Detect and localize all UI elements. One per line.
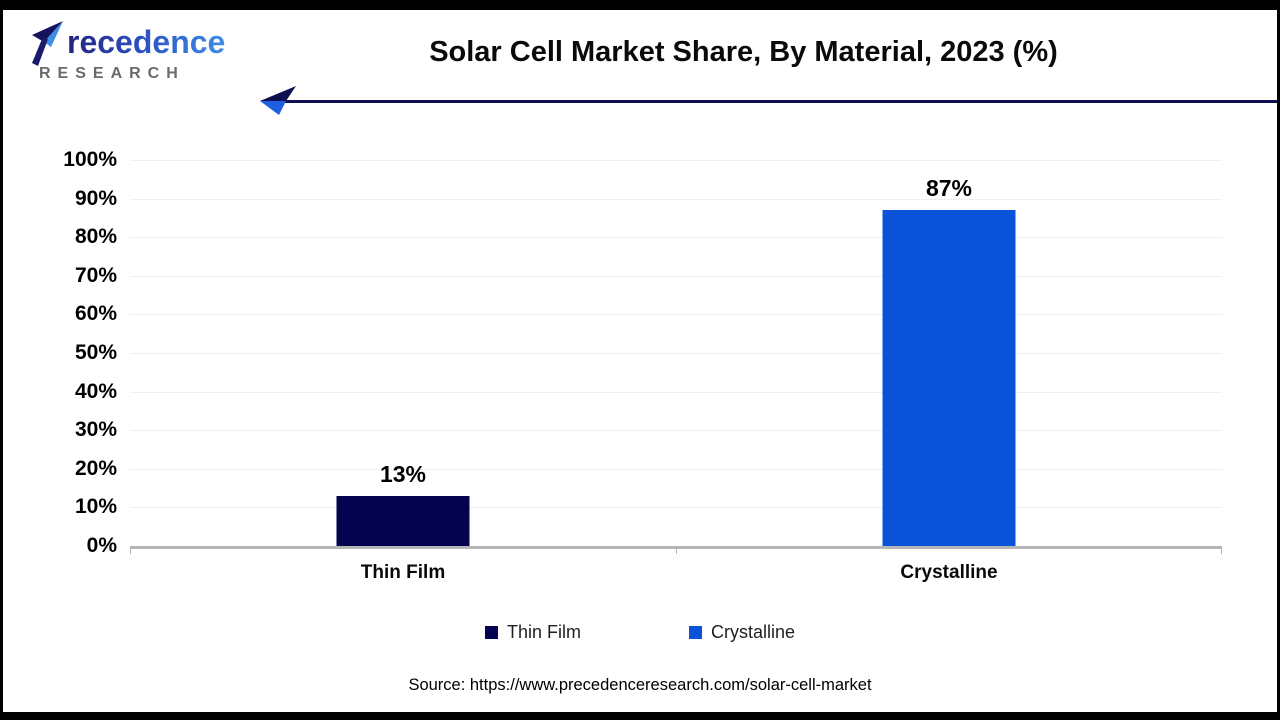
logo: recedence RESEARCH: [30, 20, 225, 83]
bars-row: 13% 87%: [130, 160, 1222, 546]
gridline: [130, 430, 1222, 432]
gridline: [130, 237, 1222, 239]
y-tick-label: 50%: [74, 341, 117, 364]
axis-tick: [676, 549, 677, 554]
plot-area: 13% 87%: [130, 160, 1222, 554]
gridline: [130, 275, 1222, 277]
bar-value-label: 13%: [379, 461, 427, 487]
gridline: [130, 198, 1222, 200]
axis-tick: [130, 549, 131, 554]
legend-label: Thin Film: [506, 622, 581, 642]
chart-canvas: recedence RESEARCH Solar Cell Market Sha…: [3, 10, 1277, 712]
y-tick-label: 30%: [74, 418, 117, 442]
y-axis-labels: 100% 90% 80% 70% 60% 50% 40% 30% 20% 10% 0%: [31, 148, 117, 557]
legend-label: Crystalline: [710, 622, 796, 642]
logo-subtitle-text: RESEARCH: [39, 65, 185, 82]
chart-title: Solar Cell Market Share, By Material, 20…: [429, 36, 1058, 68]
gridline: [130, 507, 1222, 509]
legend-swatch-icon: [484, 626, 498, 639]
gridline: [130, 314, 1222, 316]
bar-cell: 87%: [676, 160, 1222, 546]
legend-item: Thin Film: [484, 622, 581, 643]
y-tick-label: 0%: [86, 534, 117, 557]
y-tick-label: 70%: [74, 263, 117, 287]
y-tick-label: 90%: [74, 186, 117, 210]
legend: Thin Film Crystalline: [3, 622, 1277, 643]
y-tick-label: 20%: [74, 456, 117, 480]
bar-cell: 13%: [130, 160, 676, 546]
y-tick-label: 100%: [63, 148, 117, 171]
source-text: Source: https://www.precedenceresearch.c…: [408, 676, 872, 694]
bar-value-label: 87%: [925, 175, 973, 201]
bar-thin-film: [336, 496, 470, 546]
bar-crystalline: [882, 210, 1016, 546]
category-label: Crystalline: [900, 562, 998, 583]
legend-item: Crystalline: [688, 622, 796, 643]
gridline: [130, 160, 1222, 161]
y-tick-label: 80%: [74, 225, 117, 249]
y-tick-label: 40%: [74, 379, 117, 403]
gridline: [130, 468, 1222, 470]
arrow-line: [283, 100, 1277, 103]
gridline: [130, 353, 1222, 354]
axis-tick: [1221, 549, 1222, 554]
category-label: Thin Film: [360, 562, 446, 583]
logo-brand-text: recedence: [67, 20, 225, 64]
gridline: [130, 391, 1222, 393]
y-tick-label: 60%: [74, 302, 117, 326]
arrow-left-icon: [260, 86, 296, 115]
paper-plane-icon: [32, 21, 63, 66]
y-tick-label: 10%: [74, 495, 117, 519]
category-labels: Thin Film Crystalline: [130, 562, 1222, 584]
legend-swatch-icon: [688, 626, 702, 639]
